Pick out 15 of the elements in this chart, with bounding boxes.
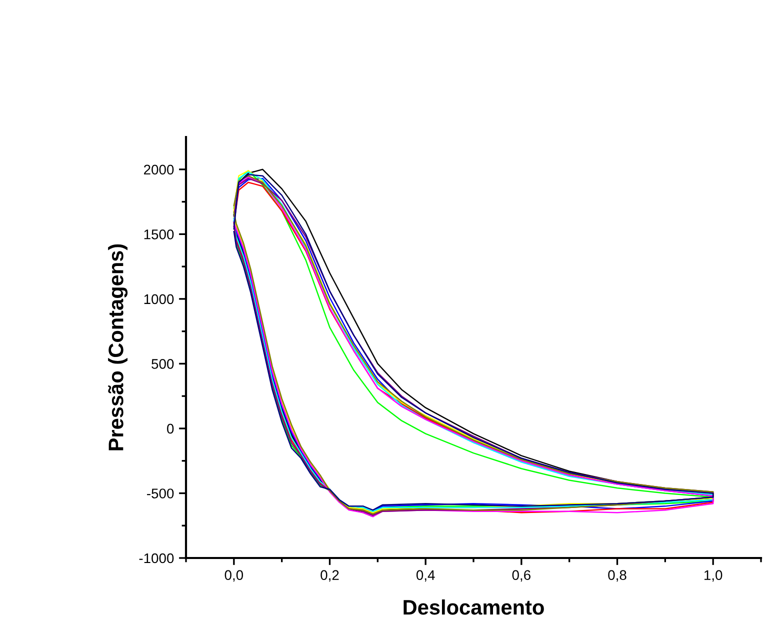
y-tick-label: 0 — [167, 424, 174, 434]
y-tick-label: 1000 — [144, 294, 174, 304]
y-tick-label: 2000 — [144, 164, 174, 175]
x-tick-label: 0,8 — [608, 570, 626, 582]
x-tick-label: 1,0 — [704, 570, 722, 582]
x-tick-label: 0,0 — [224, 570, 244, 582]
y-tick-label: 1500 — [144, 229, 174, 240]
y-tick-label: 500 — [152, 359, 174, 369]
y-axis-title: Pressão (Contagens) — [108, 244, 128, 450]
x-axis-title: Deslocamento — [404, 599, 544, 615]
x-tick-label: 0,4 — [416, 570, 435, 582]
x-tick-label: 0,2 — [320, 570, 339, 582]
y-tick-label: -500 — [147, 488, 174, 498]
x-tick-label: 0,6 — [512, 570, 530, 582]
y-tick-label: -1000 — [139, 553, 174, 564]
